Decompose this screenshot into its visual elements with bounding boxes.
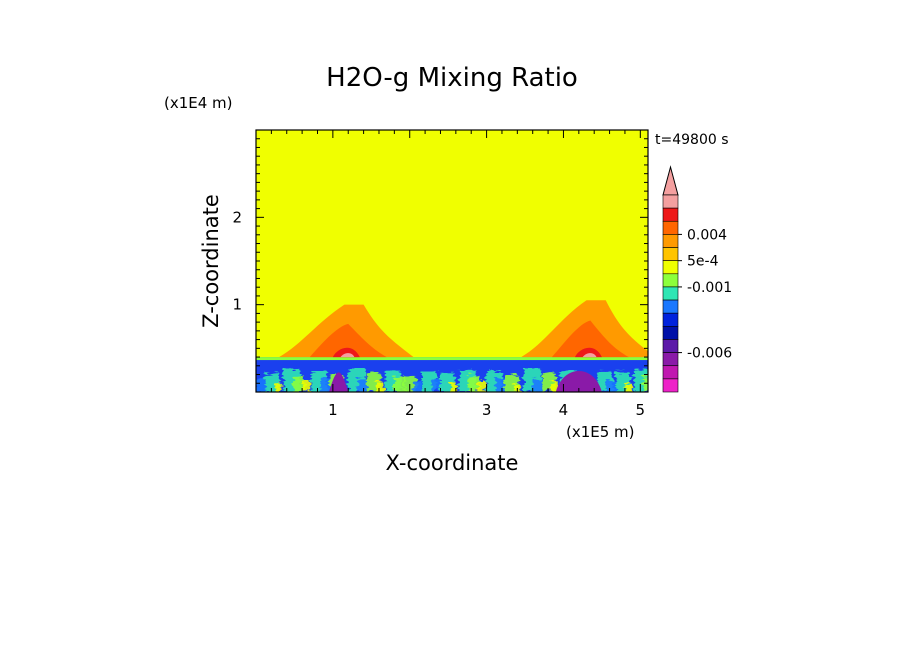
colorbar-swatch bbox=[662, 207, 679, 222]
turbulence-cell bbox=[624, 383, 633, 392]
plume-core bbox=[332, 347, 360, 358]
colorbar-swatch bbox=[662, 286, 679, 301]
y-unit-label: (x1E4 m) bbox=[164, 94, 233, 112]
x-tick-label: 2 bbox=[405, 401, 415, 419]
colorbar-swatch bbox=[662, 339, 679, 353]
colorbar-swatch bbox=[662, 234, 679, 248]
plume bbox=[521, 300, 648, 358]
x-tick-label: 1 bbox=[328, 401, 338, 419]
turbulence-cell bbox=[274, 383, 282, 392]
core-region bbox=[555, 371, 602, 392]
turbulence-cell bbox=[449, 383, 457, 392]
turbulence-cell bbox=[412, 380, 422, 392]
surface-turbulence bbox=[256, 368, 648, 392]
turbulence-cell bbox=[302, 381, 311, 392]
colorbar-swatch bbox=[662, 194, 679, 209]
turbulence-cell bbox=[256, 379, 266, 392]
colorbar-swatch bbox=[662, 326, 679, 340]
chart-title: H2O-g Mixing Ratio bbox=[326, 63, 578, 93]
turbulence-cell bbox=[431, 379, 441, 392]
x-tick-label: 5 bbox=[636, 401, 646, 419]
axis-ticks: 1 2 3 4 5 1 2 bbox=[232, 130, 648, 419]
colorbar-swatch bbox=[662, 299, 679, 314]
colorbar-label: -0.001 bbox=[687, 280, 732, 296]
plume-mid bbox=[551, 320, 629, 358]
turbulence-cell bbox=[495, 378, 507, 392]
turbulence-cell bbox=[532, 378, 543, 392]
colorbar-swatch bbox=[662, 247, 679, 261]
core-region bbox=[329, 372, 349, 392]
turbulence-cell bbox=[320, 378, 332, 392]
plume-peak bbox=[340, 353, 355, 358]
y-tick-label: 2 bbox=[232, 208, 242, 226]
turbulence-cell bbox=[375, 382, 384, 392]
layer-edge bbox=[256, 357, 648, 361]
plume-mid bbox=[309, 323, 387, 358]
contour-field bbox=[256, 300, 648, 392]
plot-area: 1 2 3 4 5 1 2 bbox=[232, 129, 649, 419]
colorbar-label: 5e-4 bbox=[687, 254, 719, 270]
colorbar-swatch bbox=[662, 273, 679, 288]
turbulence-cell bbox=[477, 381, 486, 392]
plume-core bbox=[574, 347, 602, 358]
colorbar-swatch bbox=[662, 352, 679, 367]
colorbar-label: 0.004 bbox=[687, 227, 727, 243]
turbulence-cell bbox=[394, 377, 406, 392]
colorbar: 0.004 5e-4 -0.001 -0.006 bbox=[662, 165, 732, 393]
colorbar-swatch bbox=[662, 312, 679, 327]
plume bbox=[279, 304, 414, 358]
colorbar-arrow bbox=[662, 165, 679, 196]
turbulence-cell bbox=[643, 376, 648, 392]
colorbar-swatch bbox=[662, 260, 679, 275]
x-tick-label: 4 bbox=[559, 401, 569, 419]
turbulence-cell bbox=[357, 378, 368, 392]
y-tick-label: 1 bbox=[232, 296, 242, 314]
colorbar-label: -0.006 bbox=[687, 346, 732, 362]
colorbar-swatch bbox=[662, 220, 679, 235]
turbulence-cell bbox=[551, 382, 559, 392]
x-axis-label: X-coordinate bbox=[386, 451, 519, 475]
time-label: t=49800 s bbox=[655, 132, 729, 148]
plume-peak bbox=[582, 353, 597, 358]
x-unit-label: (x1E5 m) bbox=[566, 423, 635, 441]
turbulence-cell bbox=[606, 379, 617, 392]
x-tick-label: 3 bbox=[482, 401, 492, 419]
y-axis-label: Z-coordinate bbox=[199, 194, 223, 328]
colorbar-swatch bbox=[662, 378, 679, 393]
colorbar-swatch bbox=[662, 365, 679, 380]
